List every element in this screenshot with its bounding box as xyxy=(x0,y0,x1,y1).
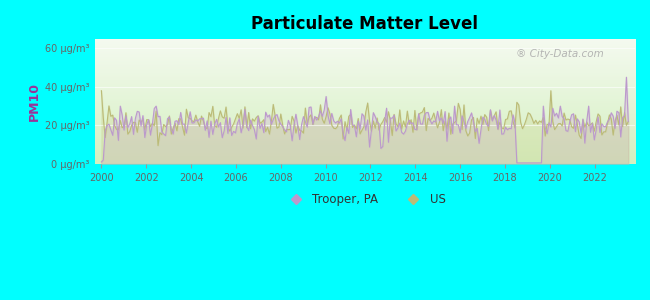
US xyxy=(424,117,432,120)
Trooper, PA xyxy=(623,75,630,79)
US xyxy=(181,134,188,137)
Trooper, PA xyxy=(179,122,187,126)
US xyxy=(352,127,360,131)
US xyxy=(154,144,162,147)
US xyxy=(400,119,408,123)
Line: Trooper, PA: Trooper, PA xyxy=(101,77,629,163)
Trooper, PA xyxy=(513,161,521,165)
Title: Particulate Matter Level: Particulate Matter Level xyxy=(252,15,478,33)
Trooper, PA xyxy=(98,160,105,164)
Trooper, PA xyxy=(625,120,632,123)
US xyxy=(625,120,632,123)
US xyxy=(538,121,545,124)
Trooper, PA xyxy=(350,124,358,128)
Trooper, PA xyxy=(398,130,406,134)
Trooper, PA xyxy=(534,161,541,165)
Text: ® City-Data.com: ® City-Data.com xyxy=(516,49,604,59)
US xyxy=(534,122,541,126)
Trooper, PA xyxy=(422,111,430,115)
US xyxy=(98,89,105,92)
Y-axis label: PM10: PM10 xyxy=(28,82,41,121)
Trooper, PA xyxy=(538,161,545,165)
Legend: Trooper, PA, US: Trooper, PA, US xyxy=(279,188,450,211)
Line: US: US xyxy=(101,91,629,146)
